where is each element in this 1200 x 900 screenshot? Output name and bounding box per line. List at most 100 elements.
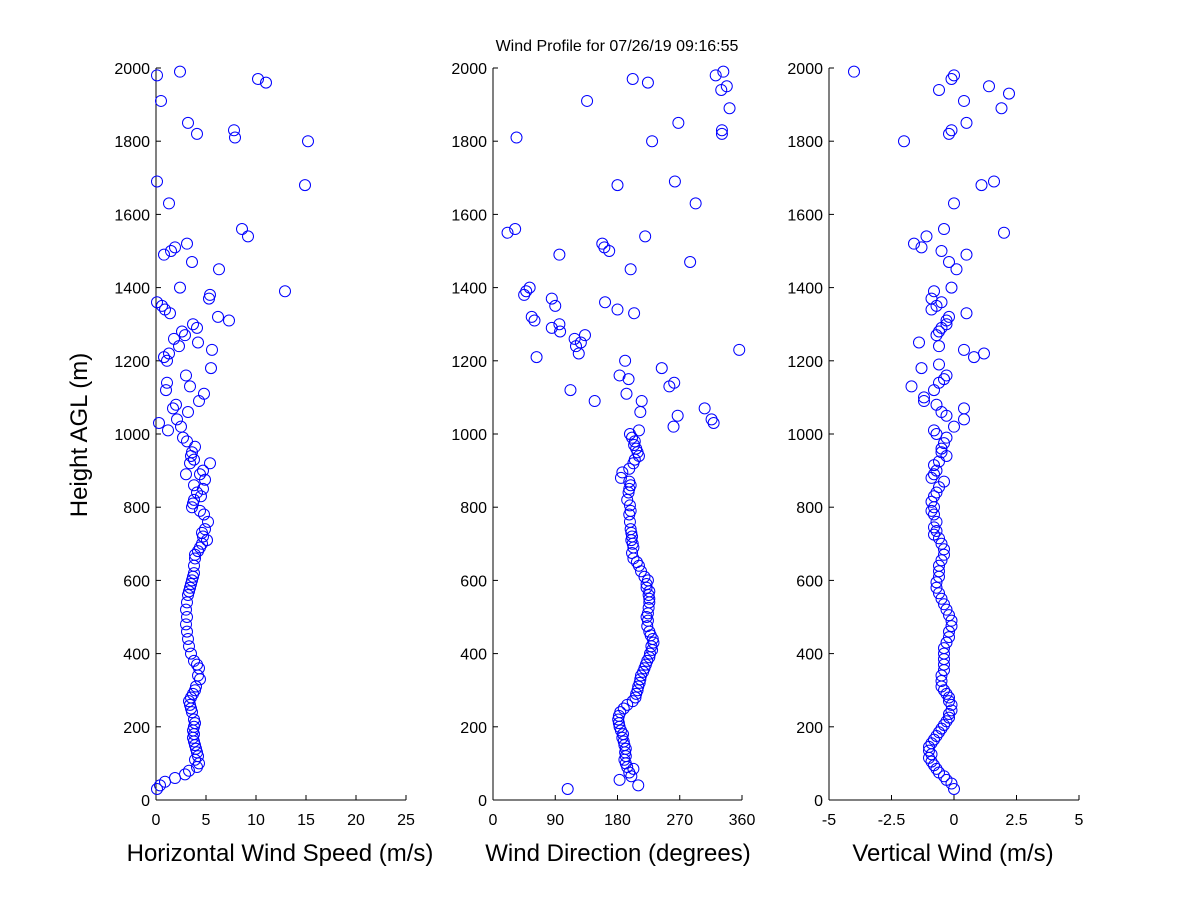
data-point [925, 737, 938, 750]
data-point [933, 532, 945, 545]
data-point [945, 777, 958, 790]
data-point [164, 307, 176, 320]
data-point [943, 609, 955, 622]
data-point [182, 406, 194, 419]
data-point [193, 395, 205, 408]
data-point [581, 94, 594, 107]
data-point [190, 742, 202, 755]
data-point [943, 255, 955, 268]
y-tick-label: 1200 [787, 354, 823, 371]
data-point [642, 589, 655, 602]
data-point [938, 548, 950, 561]
data-point [930, 428, 943, 440]
data-point [162, 424, 174, 437]
data-point [933, 565, 945, 578]
data-point [933, 587, 945, 600]
data-point [302, 135, 314, 148]
data-point [186, 255, 198, 268]
data-point [707, 417, 720, 430]
y-tick-label: 1000 [787, 427, 823, 444]
x-tick-label: 15 [297, 812, 315, 829]
data-point [561, 783, 574, 796]
data-point [945, 620, 958, 633]
data-point [564, 384, 577, 397]
y-tick-label: 400 [460, 647, 487, 664]
data-point [930, 524, 943, 537]
data-point [698, 402, 711, 415]
y-tick-label: 1600 [114, 207, 150, 224]
y-tick-label: 200 [796, 720, 823, 737]
data-point [177, 431, 189, 444]
horizontal-wind-speed-panel: 0 200 400 600 800 1000 1200 1400 1600 1800 2000 0 5 1… [114, 61, 415, 829]
data-point [920, 230, 933, 243]
data-point [709, 69, 722, 82]
data-point [194, 673, 206, 686]
data-point [933, 481, 945, 494]
data-point [568, 332, 581, 345]
data-point [151, 783, 163, 796]
data-point [619, 354, 632, 367]
data-point [933, 83, 945, 96]
data-point [612, 713, 625, 726]
x-tick-label: -5 [822, 812, 836, 829]
data-point [616, 466, 629, 479]
data-point [188, 453, 200, 466]
data-point [171, 413, 183, 426]
data-point [191, 127, 203, 140]
data-point [928, 759, 940, 772]
data-point [572, 347, 585, 360]
data-point [198, 387, 210, 400]
data-point [191, 486, 203, 499]
x-tick-label: 360 [729, 812, 756, 829]
y-tick-label: 1000 [451, 427, 487, 444]
data-point [260, 76, 272, 89]
data-point [184, 380, 196, 393]
data-point [203, 292, 215, 305]
data-point [960, 116, 973, 129]
data-point [189, 753, 201, 766]
data-point [908, 237, 920, 250]
data-point [545, 321, 558, 334]
data-point [1003, 87, 1015, 100]
data-point [180, 618, 192, 631]
data-point [958, 413, 970, 426]
data-point [553, 318, 566, 331]
data-point [188, 654, 200, 667]
data-point [930, 299, 943, 312]
data-point [913, 336, 925, 349]
x-tick-label: 10 [247, 812, 265, 829]
data-point [935, 537, 948, 550]
data-point [197, 464, 209, 477]
data-point [940, 431, 953, 444]
data-point [509, 223, 522, 236]
data-point [928, 508, 940, 521]
data-point [948, 783, 960, 796]
data-point [169, 241, 181, 254]
data-point [611, 303, 624, 316]
y-tick-label: 1200 [114, 354, 150, 371]
data-point [938, 598, 950, 611]
data-point [935, 592, 948, 605]
data-point [628, 435, 641, 448]
data-point [930, 329, 943, 342]
x-tick-label: 5 [202, 812, 211, 829]
data-point [197, 530, 209, 543]
data-point [197, 482, 209, 495]
data-point [935, 722, 948, 735]
data-point [943, 695, 955, 708]
data-point [943, 707, 955, 720]
data-point [943, 310, 955, 323]
data-point [940, 715, 953, 728]
data-point [672, 116, 685, 129]
data-point [181, 596, 193, 609]
x-tick-label: 270 [666, 812, 693, 829]
data-point [983, 80, 995, 93]
data-point [158, 351, 170, 364]
data-point [158, 248, 170, 261]
data-point [632, 779, 645, 792]
x-tick-label: 180 [604, 812, 631, 829]
data-point [629, 691, 642, 704]
wind-direction-panel: 0 200 400 600 800 1000 1200 1400 1600 1800 2000 0 90… [451, 61, 755, 829]
data-point [978, 347, 990, 360]
y-tick-label: 400 [123, 647, 150, 664]
